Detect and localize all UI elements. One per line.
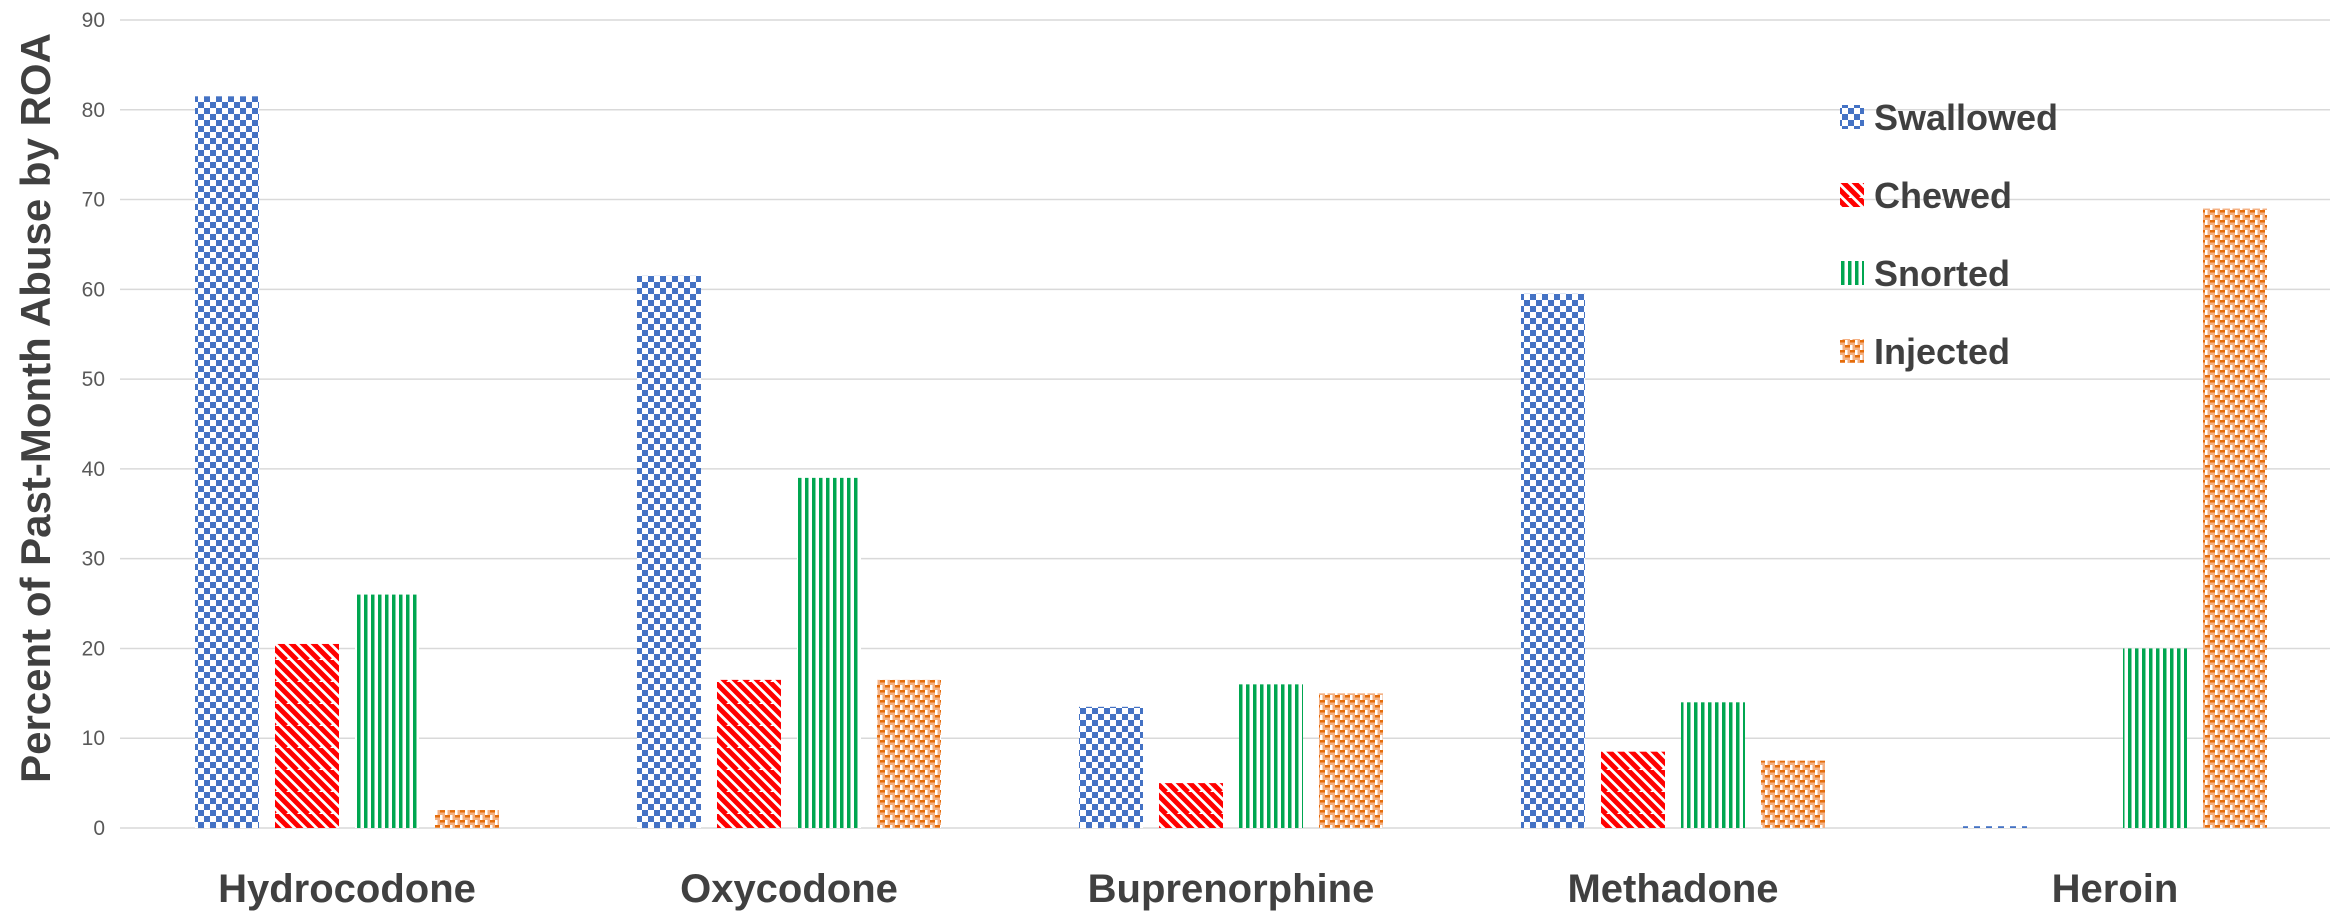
legend-swatch-swallowed	[1840, 105, 1864, 129]
legend: Swallowed Chewed Snorted Injected	[1840, 97, 2058, 372]
bar-heroin-injected	[2203, 208, 2267, 829]
x-axis-categories: Hydrocodone Oxycodone Buprenorphine Methado…	[218, 867, 2178, 911]
bar-oxycodone-swallowed	[637, 275, 701, 828]
y-axis-ticks: 0 10 20 30 40 50 60 70 80 90	[82, 9, 105, 840]
legend-label-swallowed: Swallowed	[1874, 97, 2058, 138]
bar-heroin-snorted	[2123, 648, 2187, 828]
y-tick-label: 80	[82, 99, 105, 122]
legend-swatch-injected	[1840, 339, 1864, 363]
category-label: Hydrocodone	[218, 867, 476, 911]
y-tick-label: 40	[82, 458, 105, 481]
bar-oxycodone-injected	[877, 679, 941, 828]
y-tick-label: 90	[82, 9, 105, 32]
legend-swatch-chewed	[1840, 183, 1864, 207]
category-label: Methadone	[1567, 867, 1778, 911]
y-tick-label: 50	[82, 368, 105, 391]
y-tick-label: 20	[82, 637, 105, 660]
y-axis-label: Percent of Past-Month Abuse by ROA	[12, 33, 59, 783]
category-label: Oxycodone	[680, 867, 898, 911]
y-tick-label: 0	[93, 817, 105, 840]
bar-hydrocodone-chewed	[275, 643, 339, 828]
gridlines	[120, 19, 2330, 829]
bar-buprenorphine-swallowed	[1079, 706, 1143, 828]
y-tick-label: 70	[82, 189, 105, 212]
bar-methadone-snorted	[1681, 702, 1745, 828]
y-tick-label: 30	[82, 548, 105, 571]
legend-label-chewed: Chewed	[1874, 175, 2012, 216]
legend-label-snorted: Snorted	[1874, 253, 2010, 294]
bar-buprenorphine-injected	[1319, 693, 1383, 828]
bar-heroin-swallowed	[1963, 826, 2027, 828]
legend-label-injected: Injected	[1874, 331, 2010, 372]
bar-buprenorphine-snorted	[1239, 684, 1303, 828]
bar-hydrocodone-swallowed	[195, 96, 259, 829]
category-label: Heroin	[2052, 867, 2179, 911]
bar-hydrocodone-snorted	[355, 594, 419, 828]
legend-swatch-snorted	[1840, 261, 1864, 285]
bar-oxycodone-chewed	[717, 679, 781, 828]
bar-methadone-swallowed	[1521, 293, 1585, 828]
category-label: Buprenorphine	[1088, 867, 1375, 911]
y-tick-label: 10	[82, 727, 105, 750]
bar-buprenorphine-chewed	[1159, 783, 1223, 828]
bars	[195, 96, 2267, 829]
bar-oxycodone-snorted	[797, 477, 861, 828]
bar-methadone-injected	[1761, 760, 1825, 828]
bar-methadone-chewed	[1601, 751, 1665, 828]
y-tick-label: 60	[82, 278, 105, 301]
bar-hydrocodone-injected	[435, 810, 499, 828]
